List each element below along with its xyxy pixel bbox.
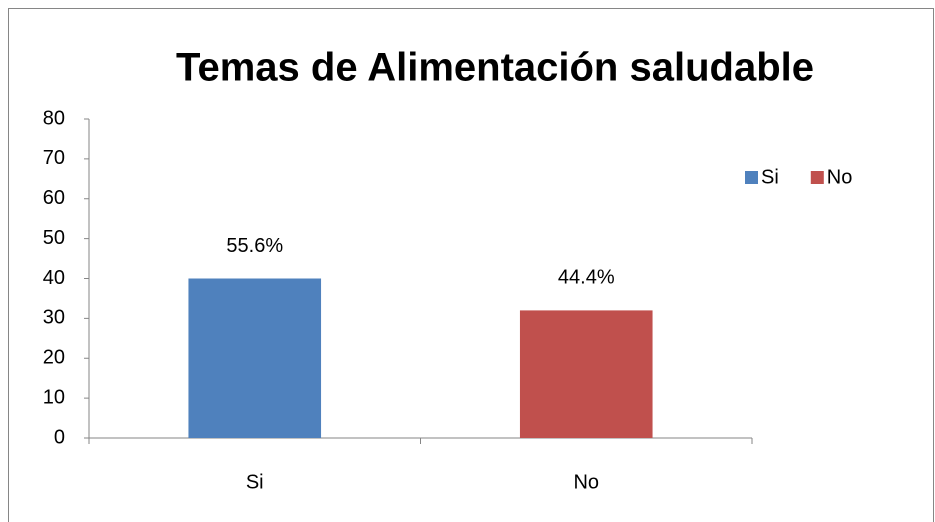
data-label: 55.6%	[226, 235, 283, 257]
legend-swatch	[745, 171, 758, 184]
bar	[188, 278, 322, 438]
legend-swatch	[810, 171, 824, 184]
chart-title: Temas de Alimentación saludable	[176, 46, 814, 90]
y-tick-label: 50	[43, 227, 65, 249]
y-tick-label: 10	[43, 386, 65, 408]
y-tick-label: 60	[43, 187, 65, 209]
legend-label: No	[827, 166, 853, 188]
y-tick-label: 0	[54, 426, 65, 448]
y-tick-label: 80	[43, 107, 65, 129]
data-label: 44.4%	[558, 267, 615, 289]
legend-label: Si	[761, 166, 779, 188]
y-tick-label: 30	[43, 307, 65, 329]
y-tick-label: 40	[43, 267, 65, 289]
y-tick-label: 70	[43, 147, 65, 169]
x-tick-label: No	[573, 471, 599, 493]
chart-frame	[8, 8, 934, 522]
y-tick-label: 20	[43, 347, 65, 369]
bar	[519, 310, 653, 438]
x-tick-label: Si	[246, 471, 264, 493]
